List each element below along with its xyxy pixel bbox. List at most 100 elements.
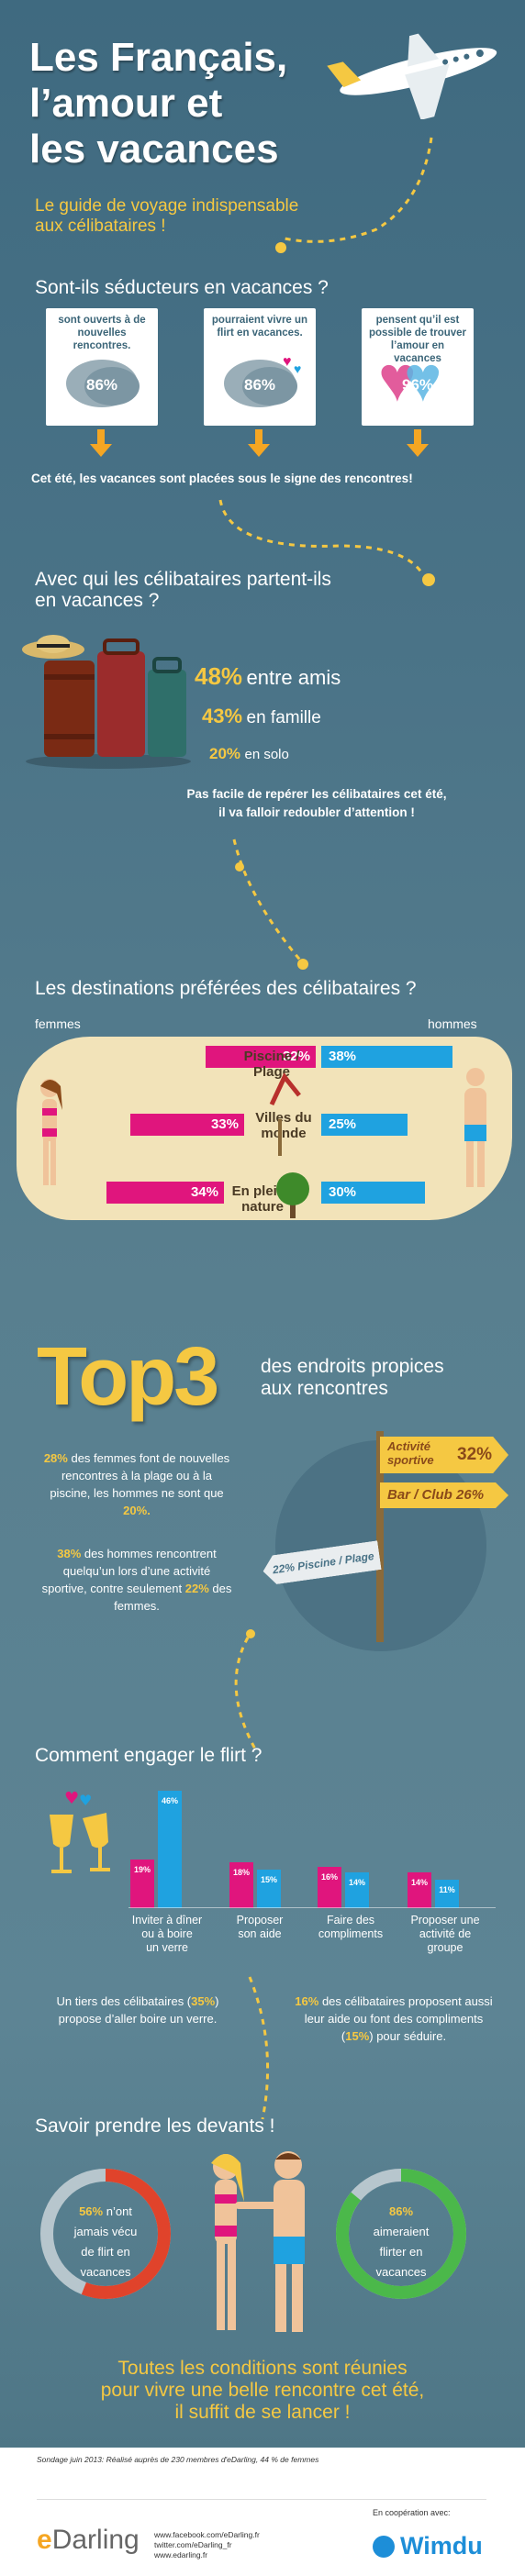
path-dashes xyxy=(218,499,424,574)
companion-item-1: 48% entre amis xyxy=(195,662,341,690)
ring-left xyxy=(40,2169,171,2299)
women-bar: 33% xyxy=(130,1114,244,1136)
section3-heading: Les destinations préférées des célibatai… xyxy=(35,978,417,999)
flirt-bar-label: 46% xyxy=(161,1796,178,1805)
flirt-bar-label: 11% xyxy=(439,1885,455,1894)
twitter-link[interactable]: twitter.com/eDarling_fr xyxy=(154,2540,232,2549)
men-bar: 38% xyxy=(321,1046,452,1068)
flirt-category-1: Inviter à dîner ou à boire un verre xyxy=(131,1914,203,1954)
path-dot xyxy=(235,862,244,872)
signpost-icon xyxy=(278,1119,282,1156)
ring-left-text: 56% n’ont jamais vécu de flirt en vacanc… xyxy=(73,2204,138,2279)
flirt-bar-label: 14% xyxy=(348,1878,365,1887)
flirt-bar xyxy=(435,1880,459,1908)
svg-text:♥: ♥ xyxy=(79,1792,92,1809)
men-bar: 25% xyxy=(321,1114,408,1136)
dest-label: Villes du monde xyxy=(255,1110,312,1141)
footer: Sondage juin 2013: Réalisé auprès de 230… xyxy=(0,2448,525,2576)
path-dot xyxy=(297,959,308,970)
svg-text:♥: ♥ xyxy=(64,1789,79,1808)
dest-row-1: 32% xyxy=(86,1046,316,1068)
flirt-bar xyxy=(229,1862,253,1908)
top3-paragraph-1: 28% des femmes font de nouvelles rencont… xyxy=(43,1451,230,1517)
section2-note: Pas facile de repérer les célibataires c… xyxy=(186,787,447,819)
companion-item-2: 43% en famille xyxy=(202,705,321,727)
path-dot xyxy=(275,242,286,253)
man-figure-icon xyxy=(464,1068,486,1187)
heart-icon: ♥ xyxy=(404,343,442,415)
arrow-down-icon xyxy=(90,444,112,457)
men-bar: 30% xyxy=(321,1182,425,1204)
section5-heading: Comment engager le flirt ? xyxy=(35,1745,262,1766)
ring-right-arc xyxy=(336,2169,466,2299)
women-bar: 32% xyxy=(206,1046,316,1068)
flirt-category-2: Proposer son aide xyxy=(236,1914,284,1940)
signpost-pole xyxy=(376,1431,384,1642)
section2-heading: Avec qui les célibataires partent-ils en… xyxy=(35,569,331,611)
arrow-down-icon xyxy=(407,444,429,457)
luggage-icon xyxy=(22,635,191,769)
wimdu-logo[interactable]: Wimdu xyxy=(373,2532,483,2560)
section1-heading: Sont-ils séducteurs en vacances ? xyxy=(35,277,329,298)
flirt-bar xyxy=(318,1867,341,1908)
dest-row-2: 33% xyxy=(86,1114,244,1136)
flirt-note-left: Un tiers des célibataires (35%) propose … xyxy=(56,1994,219,2026)
men-label: hommes xyxy=(428,1016,477,1031)
path-dashes xyxy=(232,838,305,964)
page-title: Les Français, l’amour et les vacances xyxy=(29,35,288,172)
edarling-logo[interactable]: eDarling xyxy=(37,2525,140,2555)
top3-title: Top3 xyxy=(37,1331,219,1423)
heart-icon: ♥ xyxy=(283,354,292,370)
facebook-link[interactable]: www.facebook.com/eDarling.fr xyxy=(154,2530,260,2539)
flirt-bar-label: 19% xyxy=(133,1865,151,1874)
heart-icon: ♥ xyxy=(378,343,417,415)
ring-right-text: 86% aimeraient flirter en vacances xyxy=(373,2204,430,2279)
heart-icon: ♥ xyxy=(294,361,302,376)
website-link[interactable]: www.edarling.fr xyxy=(154,2550,208,2559)
couple-icon xyxy=(211,2151,305,2332)
top3-paragraph-2: 38% des hommes rencontrent quelqu’un lor… xyxy=(41,1547,232,1613)
stat-card-3: pensent qu’il est possible de trouver l’… xyxy=(362,308,474,426)
woman-figure-icon xyxy=(40,1079,62,1185)
tree-icon xyxy=(276,1172,309,1218)
sign-bar-club: Bar / Club 26% xyxy=(380,1482,508,1508)
flirt-category-4: Proposer une activité de groupe xyxy=(410,1914,480,1954)
flirt-bar xyxy=(345,1872,369,1908)
sign-activite-sportive: Activité sportive 32% xyxy=(380,1437,508,1473)
path-dot xyxy=(246,1629,255,1638)
flirt-bar-label: 18% xyxy=(232,1868,250,1877)
cooperation-label: En coopération avec: xyxy=(373,2508,451,2517)
footer-links: www.facebook.com/eDarling.fr twitter.com… xyxy=(154,2530,260,2560)
flirt-bar-label: 14% xyxy=(410,1878,428,1887)
women-label: femmes xyxy=(35,1016,81,1031)
dest-label: Piscine / Plage xyxy=(243,1049,300,1080)
dest-row-3: 34% xyxy=(86,1182,224,1204)
wimdu-icon xyxy=(373,2536,395,2558)
flirt-bar xyxy=(408,1872,431,1908)
flirt-bar xyxy=(257,1870,281,1908)
stat-card-1: sont ouverts à de nouvelles rencontres. … xyxy=(46,308,158,426)
flirt-baseline xyxy=(128,1907,496,1908)
flirt-bar-label: 16% xyxy=(320,1872,338,1882)
section6-heading: Savoir prendre les devants ! xyxy=(35,2115,275,2137)
flirt-bar xyxy=(130,1860,154,1908)
flight-path-dashes xyxy=(284,137,433,243)
arrow-down-icon xyxy=(248,444,270,457)
path-dashes xyxy=(234,1637,259,1753)
champagne-glasses-icon: ♥ ♥ xyxy=(50,1789,110,1873)
top3-subtitle: des endroits propices aux rencontres xyxy=(261,1356,444,1399)
path-dot xyxy=(422,573,435,586)
flirt-note-right: 16% des célibataires proposent aussi leu… xyxy=(295,1994,493,2043)
companion-item-3: 20% en solo xyxy=(209,745,289,762)
women-bar: 34% xyxy=(106,1182,224,1204)
path-dashes xyxy=(248,1976,270,2120)
flirt-category-3: Faire des compliments xyxy=(318,1914,384,1940)
footer-source: Sondage juin 2013: Réalisé auprès de 230… xyxy=(37,2455,319,2464)
beach-chair-icon xyxy=(269,1072,301,1106)
closing-message: Toutes les conditions sont réunies pour … xyxy=(100,2358,425,2423)
airplane-icon xyxy=(327,33,497,119)
flirt-bar-label: 15% xyxy=(260,1875,277,1884)
flirt-chart: 19% 46% 18% 15% 16% 14% 14% 11% xyxy=(128,1772,496,1908)
section1-conclusion: Cet été, les vacances sont placées sous … xyxy=(31,472,413,485)
ring-left-arc xyxy=(40,2169,171,2299)
